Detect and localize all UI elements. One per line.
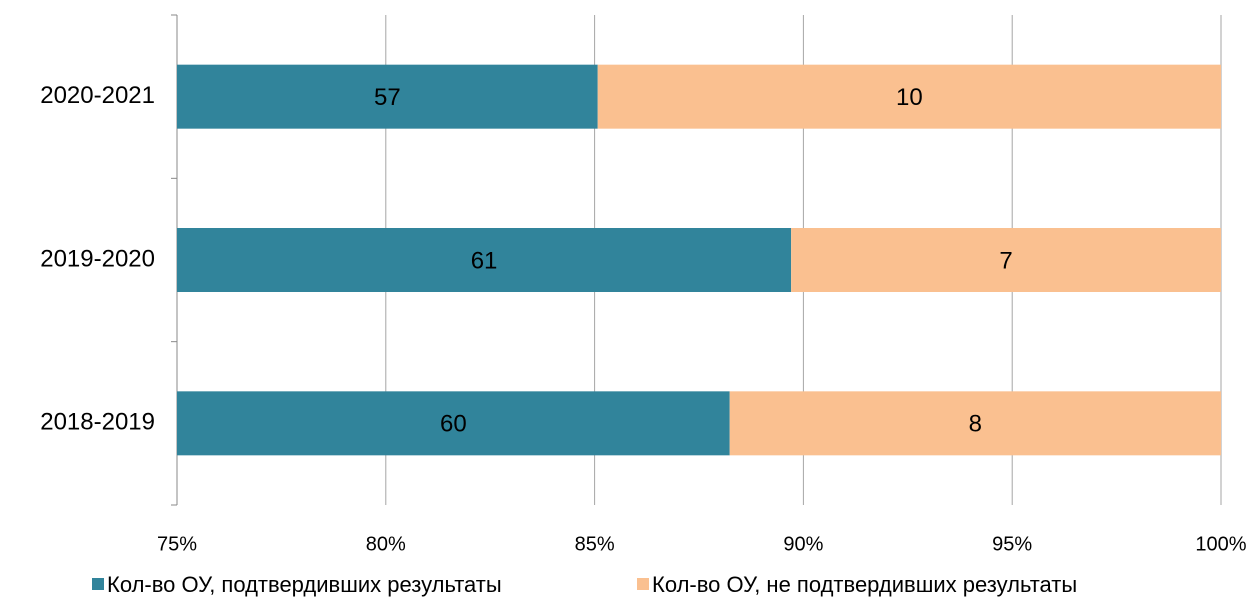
data-label: 57 xyxy=(374,84,401,111)
data-label: 10 xyxy=(896,84,923,111)
legend-label: Кол-во ОУ, не подтвердивших результаты xyxy=(652,572,1077,597)
data-label: 61 xyxy=(471,247,498,274)
bar-segment xyxy=(597,64,1221,129)
x-tick-label: 85% xyxy=(575,533,615,555)
x-tick-label: 95% xyxy=(992,533,1032,555)
x-tick-label: 80% xyxy=(366,533,406,555)
data-label: 60 xyxy=(440,411,467,438)
x-tick-label: 100% xyxy=(1195,533,1246,555)
x-tick-label: 75% xyxy=(157,533,197,555)
bar-segment xyxy=(729,391,1221,456)
y-tick-label: 2020-2021 xyxy=(40,82,155,109)
data-label: 8 xyxy=(969,411,982,438)
legend-label: Кол-во ОУ, подтвердивших результаты xyxy=(107,572,502,597)
bar-segment xyxy=(791,228,1221,292)
legend-swatch xyxy=(92,578,104,590)
x-tick-label: 90% xyxy=(783,533,823,555)
y-tick-label: 2019-2020 xyxy=(40,245,155,272)
bar-segment xyxy=(177,228,792,292)
legend-swatch xyxy=(637,578,649,590)
data-label: 7 xyxy=(999,247,1012,274)
bar-segment xyxy=(177,391,730,456)
y-tick-label: 2018-2019 xyxy=(40,409,155,436)
bar-segment xyxy=(177,64,598,129)
bars xyxy=(177,64,1221,456)
